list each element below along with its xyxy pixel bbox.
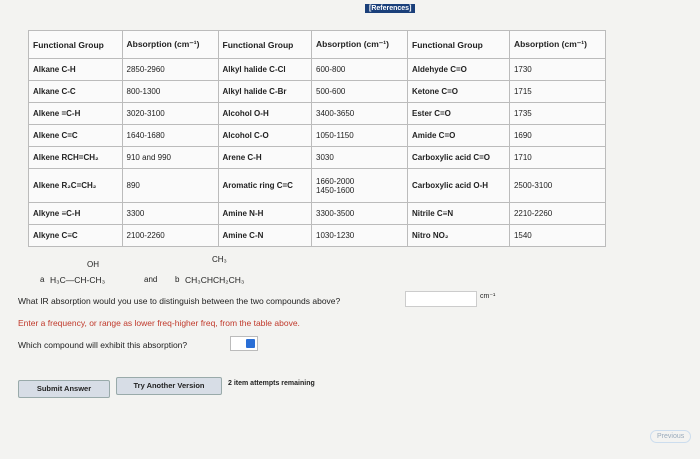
table-cell: Aromatic ring C=C	[217, 168, 312, 203]
try-another-button[interactable]: Try Another Version	[116, 377, 222, 395]
table-cell: Amide C=O	[407, 124, 510, 147]
table-row: Alkyne ≡C-H 3300 Amine N-H 3300-3500 Nitrile…	[28, 202, 607, 225]
table-cell: Alkene =C-H	[28, 102, 123, 125]
unit: cm⁻¹	[480, 293, 496, 300]
table-row: Alkane C-H 2850-2960 Alkyl halide C-Cl 600-…	[28, 58, 607, 81]
compound-b-ch3: CH₃	[212, 255, 227, 264]
table-cell: 2100-2260	[121, 224, 219, 247]
table-cell: 3300-3500	[311, 202, 408, 225]
table-cell: 910 and 990	[121, 146, 219, 169]
table-row: Alkene =C-H 3020-3100 Alcohol O-H 3400-3650…	[28, 102, 607, 125]
table-cell: 3030	[311, 146, 408, 169]
table-cell: Alkyl halide C-Cl	[217, 58, 312, 81]
select-arrow	[246, 339, 255, 348]
question: What IR absorption would you use to dist…	[18, 296, 341, 306]
table-cell: Arene C-H	[217, 146, 312, 169]
references-button[interactable]: [References]	[365, 4, 416, 13]
instruction: Enter a frequency, or range as lower fre…	[18, 318, 300, 328]
table-cell: Alcohol C-O	[217, 124, 312, 147]
table-cell: 800-1300	[121, 80, 219, 103]
answer-input[interactable]	[405, 291, 477, 307]
table-cell: 2850-2960	[121, 58, 219, 81]
table-cell: Alkene RCH=CH₂	[28, 146, 123, 169]
table-cell: 1730	[508, 58, 607, 81]
which-question: Which compound will exhibit this absorpt…	[18, 340, 188, 350]
compound-b-label: b	[175, 275, 180, 284]
table-body: Alkane C-H 2850-2960 Alkyl halide C-Cl 600-…	[28, 58, 607, 247]
table-cell: 2210-2260	[508, 202, 607, 225]
compound-a-label: a	[40, 275, 45, 284]
table-cell: 1690	[508, 124, 607, 147]
table-cell: Alkene R₂C=CH₂	[28, 168, 123, 203]
table-cell: 600-800	[311, 58, 408, 81]
header-cell: Absorption (cm⁻¹)	[311, 30, 408, 59]
table-cell: Alkane C-H	[28, 58, 123, 81]
table-row: Alkene R₂C=CH₂ 890 Aromatic ring C=C 1660-2…	[28, 168, 607, 203]
table-cell: Alkane C-C	[28, 80, 123, 103]
table-cell: 1030-1230	[311, 224, 408, 247]
table-cell: Nitrile C≡N	[407, 202, 510, 225]
table-row: Alkene RCH=CH₂ 910 and 990 Arene C-H 3030 Ca…	[28, 146, 607, 169]
previous-button[interactable]: Previous	[650, 430, 692, 443]
table-cell: 3020-3100	[121, 102, 219, 125]
table-row: Alkyne C≡C 2100-2260 Amine C-N 1030-1230 Nit…	[28, 224, 607, 247]
table-cell: Alkyl halide C-Br	[217, 80, 312, 103]
table-cell: Ketone C=O	[407, 80, 510, 103]
table-cell: 1710	[508, 146, 607, 169]
attempts: 2 item attempts remaining	[228, 380, 315, 387]
table-cell: Carboxylic acid C=O	[407, 146, 510, 169]
compound-select[interactable]	[230, 336, 258, 351]
submit-button[interactable]: Submit Answer	[18, 380, 110, 398]
compound-b: CH₃CHCH₂CH₃	[185, 275, 245, 285]
table-cell: 2500-3100	[508, 168, 607, 203]
ir-table: Functional Group Absorption (cm⁻¹) Functio…	[28, 30, 607, 247]
cell-line: 1450-1600	[316, 185, 355, 195]
compound-a-oh: OH	[87, 260, 99, 269]
table-cell: 1050-1150	[311, 124, 408, 147]
table-cell: Alcohol O-H	[217, 102, 312, 125]
table-cell: Nitro NO₂	[407, 224, 510, 247]
table-cell: 1540	[508, 224, 607, 247]
table-cell: Alkene C=C	[28, 124, 123, 147]
header-cell: Functional Group	[28, 30, 123, 59]
table-cell: 500-600	[311, 80, 408, 103]
table-cell: Aldehyde C=O	[407, 58, 510, 81]
table-cell: 1640-1680	[121, 124, 219, 147]
table-cell: 1715	[508, 80, 607, 103]
and-text: and	[144, 275, 158, 284]
header-row: Functional Group Absorption (cm⁻¹) Functio…	[28, 30, 607, 59]
table-cell: 1660-2000 1450-1600	[311, 168, 408, 203]
header-cell: Absorption (cm⁻¹)	[508, 30, 607, 59]
cell-line: 1660-2000	[316, 176, 355, 186]
table-cell: Alkyne C≡C	[28, 224, 123, 247]
header-cell: Functional Group	[217, 30, 312, 59]
table-cell: Amine C-N	[217, 224, 312, 247]
table-row: Alkene C=C 1640-1680 Alcohol C-O 1050-1150 A…	[28, 124, 607, 147]
table-cell: 890	[121, 168, 219, 203]
header-cell: Functional Group	[407, 30, 510, 59]
header-cell: Absorption (cm⁻¹)	[121, 30, 219, 59]
table-cell: 3300	[121, 202, 219, 225]
table-cell: Ester C=O	[407, 102, 510, 125]
table-cell: Carboxylic acid O-H	[407, 168, 510, 203]
compound-a: H₃C—CH-CH₃	[50, 275, 106, 285]
table-cell: Amine N-H	[217, 202, 312, 225]
table-cell: 3400-3650	[311, 102, 408, 125]
table-cell: Alkyne ≡C-H	[28, 202, 123, 225]
table-row: Alkane C-C 800-1300 Alkyl halide C-Br 500-6…	[28, 80, 607, 103]
table-cell: 1735	[508, 102, 607, 125]
